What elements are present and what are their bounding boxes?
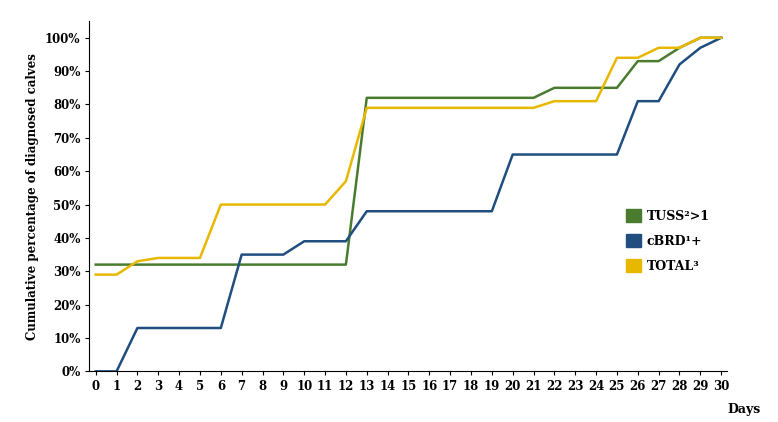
Text: Days: Days [727,403,761,416]
Y-axis label: Cumulative percentage of diagnosed calves: Cumulative percentage of diagnosed calve… [26,53,40,340]
Legend: TUSS²>1, cBRD¹+, TOTAL³: TUSS²>1, cBRD¹+, TOTAL³ [621,204,715,278]
